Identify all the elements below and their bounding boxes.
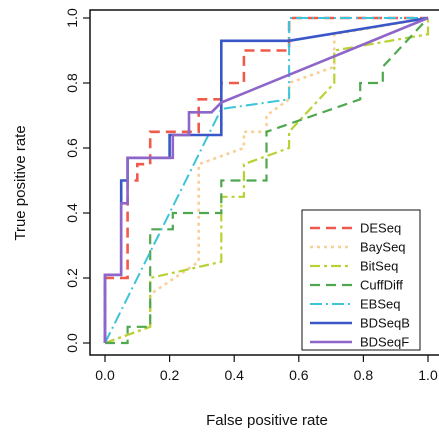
- x-tick-label: 0.2: [160, 367, 180, 383]
- series-line-ebseq: [104, 17, 428, 344]
- legend: DESeq BaySeq BitSeq CuffDiff EBSeq BDSeqB BDSe…: [301, 209, 421, 351]
- y-tick-label: 0.2: [64, 268, 80, 288]
- legend-label-bdseqb: BDSeqB: [360, 316, 410, 331]
- x-tick-label: 0.6: [289, 367, 309, 383]
- x-tick-label: 0.8: [354, 367, 374, 383]
- series-line-cuffdiff: [105, 17, 429, 345]
- x-axis-label: False positive rate: [206, 412, 328, 429]
- series-layer: [103, 16, 430, 345]
- legend-label-ebseq: EBSeq: [360, 297, 400, 312]
- y-tick-label: 0.4: [64, 203, 80, 223]
- plot-frame: [89, 9, 439, 356]
- legend-label-bayseq: BaySeq: [360, 240, 406, 255]
- legend-box: [301, 209, 421, 351]
- legend-label-cuffdiff: CuffDiff: [360, 278, 403, 293]
- legend-label-deseq: DESeq: [360, 221, 401, 236]
- legend-label-bdseqf: BDSeqF: [360, 335, 409, 350]
- x-tick-label: 0.0: [95, 367, 115, 383]
- x-axis-ticks: 0.0 0.2 0.4 0.6 0.8 1.0: [95, 355, 438, 383]
- y-tick-label: 1.0: [64, 8, 80, 28]
- y-tick-label: 0.6: [64, 138, 80, 158]
- y-axis-ticks: 0.0 0.2 0.4 0.6 0.8 1.0: [64, 8, 90, 353]
- x-tick-label: 0.4: [224, 367, 244, 383]
- legend-label-bitseq: BitSeq: [360, 259, 398, 274]
- y-tick-label: 0.8: [64, 73, 80, 93]
- y-tick-label: 0.0: [64, 333, 80, 353]
- x-tick-label: 1.0: [418, 367, 438, 383]
- series-line-bdseqf: [103, 16, 429, 343]
- y-axis-label: True positive rate: [12, 125, 29, 240]
- series-line-bitseq: [104, 18, 430, 345]
